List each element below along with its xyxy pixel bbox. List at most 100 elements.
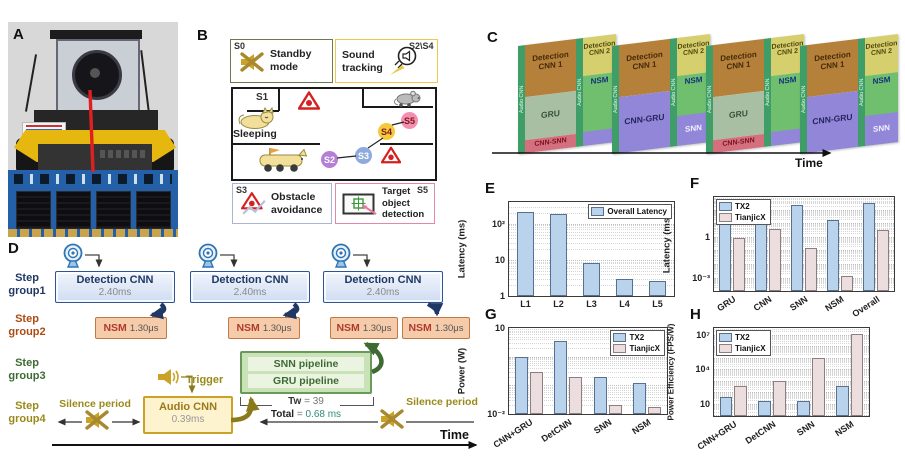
- gridline: [509, 231, 674, 233]
- chart-power-efficiency: H Power Efficiency (FPS/W) 10 10⁴ 10⁷ CNN+G…: [667, 306, 870, 452]
- gridline: [714, 224, 894, 226]
- trigger-label: Trigger: [186, 374, 224, 386]
- gridline: [714, 358, 869, 360]
- bar-Overall Latency-L2: [550, 214, 567, 296]
- gridline: [714, 252, 894, 254]
- hazard-triangle-icon: [298, 91, 320, 110]
- legend: TX2 TianjicX: [610, 330, 665, 356]
- gridline: [714, 264, 894, 266]
- nsm-box-1: NSM 1.30μs: [95, 317, 167, 339]
- speaker-trigger-icon: [158, 369, 179, 385]
- gridline: [714, 230, 894, 232]
- region-detection-cnn2: Detection CNN 2: [865, 33, 898, 77]
- gridline: [714, 286, 894, 288]
- gridline: [714, 392, 869, 393]
- gridline: [714, 278, 894, 280]
- x-tick-label: L5: [652, 299, 663, 309]
- speaker-muted-icon: [380, 409, 404, 429]
- bar-TianjicX-DetCNN: [569, 376, 583, 414]
- gridline: [714, 409, 869, 411]
- gridline: [714, 396, 869, 398]
- legend-swatch: [613, 333, 627, 342]
- gridline: [714, 228, 894, 230]
- gridline: [714, 414, 869, 416]
- bar-Overall Latency-L3: [583, 263, 600, 296]
- gridline: [509, 348, 667, 349]
- tianjicx-pcb-board: [8, 170, 178, 237]
- gridline: [509, 225, 674, 227]
- robot-top-plate: [50, 30, 142, 39]
- audio-cnn-strip: Audio CNN: [670, 38, 677, 147]
- robot-car-icon: [259, 148, 308, 172]
- gridline: [509, 227, 674, 229]
- gridline: [714, 400, 869, 401]
- gridline: [714, 348, 869, 350]
- bar-TianjicX-CNN: [769, 229, 781, 291]
- panel-label-f: F: [690, 175, 700, 192]
- gridline: [714, 266, 894, 268]
- step-group3-label: Step group3: [8, 357, 46, 382]
- gridline: [714, 385, 869, 387]
- bar-TianjicX-Overall: [877, 229, 889, 291]
- gridline: [714, 381, 869, 383]
- audio-cnn-strip: Audio CNN: [518, 45, 525, 155]
- chart-g-plot: 10 10⁻² CNN+GRU DetCNN SNN NSM TX2 TianjicX: [487, 323, 668, 450]
- gridline: [714, 277, 894, 279]
- sound-tracking-icon: [390, 46, 417, 75]
- gridline: [714, 352, 869, 354]
- standby-mode-label: Standby mode: [270, 48, 312, 73]
- chip-timeslot-4: Audio CNN Detection CNN 1 CNN-GRU Audio …: [800, 33, 898, 155]
- gridline: [714, 415, 869, 417]
- panel-label-b: B: [197, 27, 208, 44]
- y-tick-label: 1: [704, 231, 710, 242]
- gridline: [714, 365, 869, 367]
- gridline: [509, 376, 667, 378]
- gridline: [714, 199, 894, 201]
- audio-cnn-strip: Audio CNN: [764, 38, 771, 147]
- legend: TX2 TianjicX: [716, 199, 771, 225]
- gridline: [714, 282, 894, 284]
- gridline: [714, 280, 894, 282]
- state-s3-obstacle-box: S3 Obstacle avoidance: [232, 183, 332, 224]
- legend-label: Overall Latency: [607, 207, 667, 216]
- legend-swatch: [719, 202, 732, 211]
- legend-swatch: [591, 207, 605, 216]
- bar-TianjicX-NSM: [850, 334, 864, 416]
- pcb-chip: [16, 191, 51, 229]
- gridline: [714, 382, 869, 384]
- legend-swatch: [719, 333, 732, 342]
- gridline: [714, 254, 894, 256]
- region-detection-cnn1: Detection CNN 1: [807, 38, 858, 98]
- chip-timeslot-1: Audio CNN Detection CNN 1 GRU CNN-SNN Au…: [518, 33, 616, 155]
- y-tick-label: 10: [494, 254, 505, 265]
- tw-value: Tw = 39: [272, 396, 340, 407]
- antenna: [140, 50, 150, 112]
- sleeping-cat-icon: [238, 106, 274, 129]
- y-axis-label: Latency (ms): [661, 214, 673, 274]
- legend-label: TianjicX: [735, 344, 766, 353]
- gridline: [714, 278, 894, 280]
- target-detection-icon: [342, 193, 377, 215]
- gridline: [714, 242, 894, 244]
- state-tag-s2s4: S2\S4: [409, 41, 434, 51]
- gridline: [509, 249, 674, 250]
- gridline: [714, 346, 869, 348]
- gridline: [714, 369, 869, 371]
- bar-TianjicX-CNN+GRU: [734, 385, 748, 416]
- gridline: [509, 405, 667, 407]
- time-axis-label-d: Time: [440, 428, 469, 442]
- gridline: [714, 227, 894, 229]
- gridline: [714, 404, 869, 406]
- state-tag-s1: S1: [256, 92, 269, 103]
- gridline: [714, 271, 894, 272]
- audio-cnn-strip: Audio CNN: [576, 38, 583, 147]
- gridline: [714, 393, 869, 395]
- gridline: [714, 361, 869, 363]
- legend-label: TX2: [629, 333, 645, 342]
- bar-TianjicX-DetCNN: [773, 381, 786, 416]
- gridline: [714, 212, 894, 214]
- arena-wall: [278, 87, 280, 111]
- gridline: [714, 251, 894, 253]
- bar-TX2-NSM: [633, 383, 647, 414]
- arena-wall: [247, 110, 279, 112]
